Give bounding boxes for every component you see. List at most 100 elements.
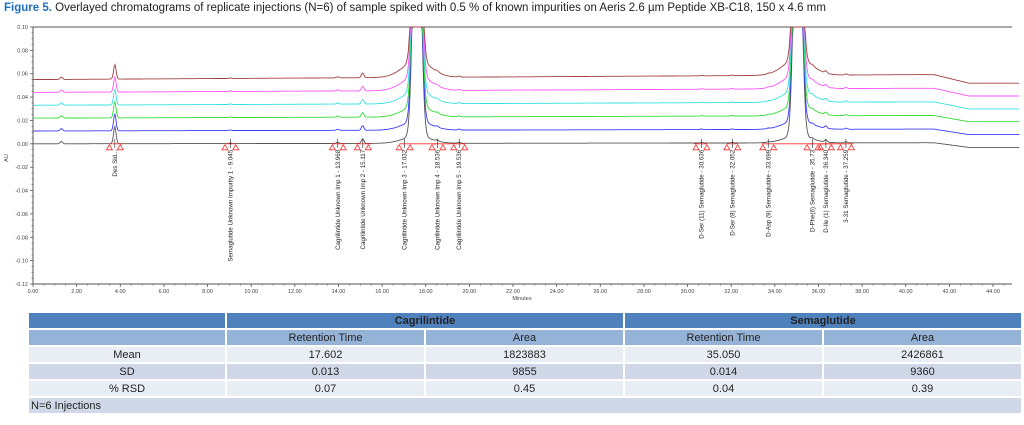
peak-marker-icon [406,144,414,151]
peak-marker-icon [827,144,836,151]
cell: 1823883 [426,347,623,362]
chromatogram-chart: 0.10 0.08 0.06 0.04 0.02 0.00 -0.02 -0.04 -0.06 -… [4,25,1020,302]
trace-3 [33,26,1020,123]
peak-label: D-Ser (11) Semaglutide - 30.636 [698,149,705,239]
subheader-blank [29,330,225,345]
subheader-sema-area: Area [824,330,1021,345]
subheader-cag-area: Area [426,330,623,345]
x-tick-label: 14.00 [332,289,346,295]
peak-marker-icon [803,144,811,151]
trace-6 [33,26,1020,84]
x-tick-label: 24.00 [550,289,564,295]
x-tick-label: 0.00 [28,289,39,295]
peak-marker-icon [353,144,362,151]
table-footnote-row: N=6 Injections [29,398,1021,413]
y-tick-label: 0.02 [17,118,28,124]
cell: 0.45 [426,381,623,396]
row-label: % RSD [29,381,225,396]
cell: 2426861 [824,347,1021,362]
cell: 9360 [824,364,1021,379]
y-axis-label: AU [4,154,10,162]
peak-label: Cagrilintide Unknown Imp 1 - 13.968 [335,149,342,250]
row-label: SD [29,364,225,379]
chart-annotations: Des Sid... Semaglutide Unknown Impurity 1… [105,138,856,262]
peak-label: Des Sid... [112,150,119,177]
x-tick-label: 26.00 [593,289,607,295]
subheader-cag-retention-time: Retention Time [227,330,424,345]
figure-label: Figure 5. [4,2,52,14]
y-tick-label: -0.02 [15,165,28,171]
subheader-sema-retention-time: Retention Time [625,330,822,345]
y-tick-label: 0.10 [17,25,28,31]
peak-marker-icon [734,144,742,151]
peak-marker-icon [232,144,240,151]
table-row-sd: SD 0.013 9855 0.014 9360 [29,364,1021,379]
peak-marker-icon [328,144,337,151]
x-tick-label: 18.00 [419,289,433,295]
peak-marker-icon [816,144,825,151]
x-tick-label: 12.00 [288,289,302,295]
peak-label: Cagrilintide Unknown Imp 4 - 18.536 [434,149,441,250]
x-tick-label: 10.00 [244,289,258,295]
cell: 9855 [426,364,623,379]
peak-label: D-Asp (9) Semaglutide - 33.699 [765,149,772,237]
cell: 35.050 [625,347,822,362]
peak-label: D-Ile (1) Semaglutide - 36.340 [823,149,830,232]
x-tick-label: 44.00 [986,289,1000,295]
trace-1 [33,26,1020,148]
group-header-blank [29,313,225,328]
peak-label: D-Ser (8) Semaglutide - 32.052 [729,149,736,236]
peak-marker-icon [769,144,778,151]
x-tick-label: 40.00 [899,289,913,295]
x-tick-label: 34.00 [768,289,782,295]
y-tick-label: 0.08 [17,48,28,54]
cell: 0.04 [625,381,822,396]
peak-marker-icon [723,144,731,151]
y-tick-label: -0.06 [15,212,28,218]
peak-label: Cagrilintide Unknown Imp 2 - 15.117 [360,149,367,249]
peak-marker-icon [692,144,700,151]
trace-2 [33,26,1020,136]
y-tick-label: -0.10 [15,259,28,265]
trace-5 [33,26,1020,97]
peak-marker-icon [439,144,447,151]
row-label: Mean [29,347,225,362]
cell: 0.014 [625,364,822,379]
cell: 0.39 [824,381,1021,396]
peak-label: 3-31 Semaglutide - 37.259 [843,149,850,222]
cell: 0.013 [227,364,424,379]
peak-marker-icon [395,144,403,151]
cell: 0.07 [227,381,424,396]
peak-marker-icon [116,144,124,151]
x-tick-label: 28.00 [637,289,651,295]
group-header-cagrilintide: Cagrilintide [227,313,623,328]
y-tick-label: 0.00 [17,142,28,148]
y-tick-label: -0.08 [15,235,28,241]
table-row-mean: Mean 17.602 1823883 35.050 2426861 [29,347,1021,362]
x-tick-label: 4.00 [115,289,126,295]
peak-label: Cagrilintide Unknown Imp 3 - 17.032 [402,149,409,250]
x-tick-label: 32.00 [724,289,738,295]
peak-marker-icon [364,144,372,151]
peak-marker-icon [105,144,114,151]
peak-marker-icon [759,144,767,151]
peak-marker-icon [836,144,845,151]
peak-marker-icon [450,144,458,151]
footnote: N=6 Injections [29,398,1021,413]
peak-label: Cagrilintide Unknown Imp 5 - 19.536 [456,149,463,250]
x-tick-label: 42.00 [942,289,956,295]
peak-marker-icon [703,144,711,151]
x-tick-label: 20.00 [462,289,476,295]
cell: 17.602 [227,347,424,362]
x-axis-label: Minutes [512,296,532,302]
y-tick-label: 0.04 [17,95,28,101]
chart-traces [33,26,1020,148]
peak-label: Semaglutide Unknown Impurity 1 - 9.045 [227,149,234,261]
x-tick-label: 8.00 [202,289,213,295]
x-tick-label: 30.00 [681,289,695,295]
peak-label: D-Phe(6) Semaglutide - 35.73 [810,149,817,232]
table-subheader-row: Retention Time Area Retention Time Area [29,330,1021,345]
table-group-header-row: Cagrilintide Semaglutide [29,313,1021,328]
x-tick-label: 22.00 [506,289,520,295]
figure-caption-text: Overlayed chromatograms of replicate inj… [51,2,826,14]
